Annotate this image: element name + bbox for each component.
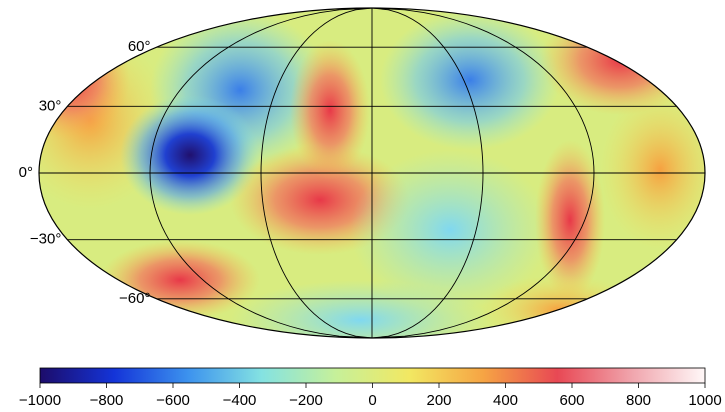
latitude-label: 30° bbox=[39, 97, 62, 114]
latitude-label: −60° bbox=[119, 290, 150, 307]
colorbar-tick-label: −1000 bbox=[19, 392, 61, 409]
colorbar-tick-label: 0 bbox=[368, 392, 376, 409]
latitude-label: −30° bbox=[30, 231, 61, 248]
colorbar-tick-label: −200 bbox=[289, 392, 323, 409]
colorbar-tick-label: −400 bbox=[223, 392, 257, 409]
map-figure: 60° 30° 0° −30° −60° −1000 −800 −600 −400 −200 0 2… bbox=[0, 0, 725, 412]
latitude-label: 60° bbox=[128, 38, 151, 55]
latitude-label: 0° bbox=[19, 164, 33, 181]
colorbar-tick-label: −800 bbox=[90, 392, 124, 409]
colorbar-ticks: −1000 −800 −600 −400 −200 0 200 400 600 800 1000 bbox=[19, 383, 722, 409]
colorbar-tick-label: 800 bbox=[626, 392, 651, 409]
colorbar-tick-label: 600 bbox=[559, 392, 584, 409]
colorbar-tick-label: 1000 bbox=[688, 392, 721, 409]
colorbar-tick-label: 200 bbox=[426, 392, 451, 409]
colorbar-tick-label: −600 bbox=[156, 392, 190, 409]
map-surface bbox=[10, 0, 720, 360]
colorbar bbox=[40, 368, 705, 383]
colorbar-tick-label: 400 bbox=[493, 392, 518, 409]
